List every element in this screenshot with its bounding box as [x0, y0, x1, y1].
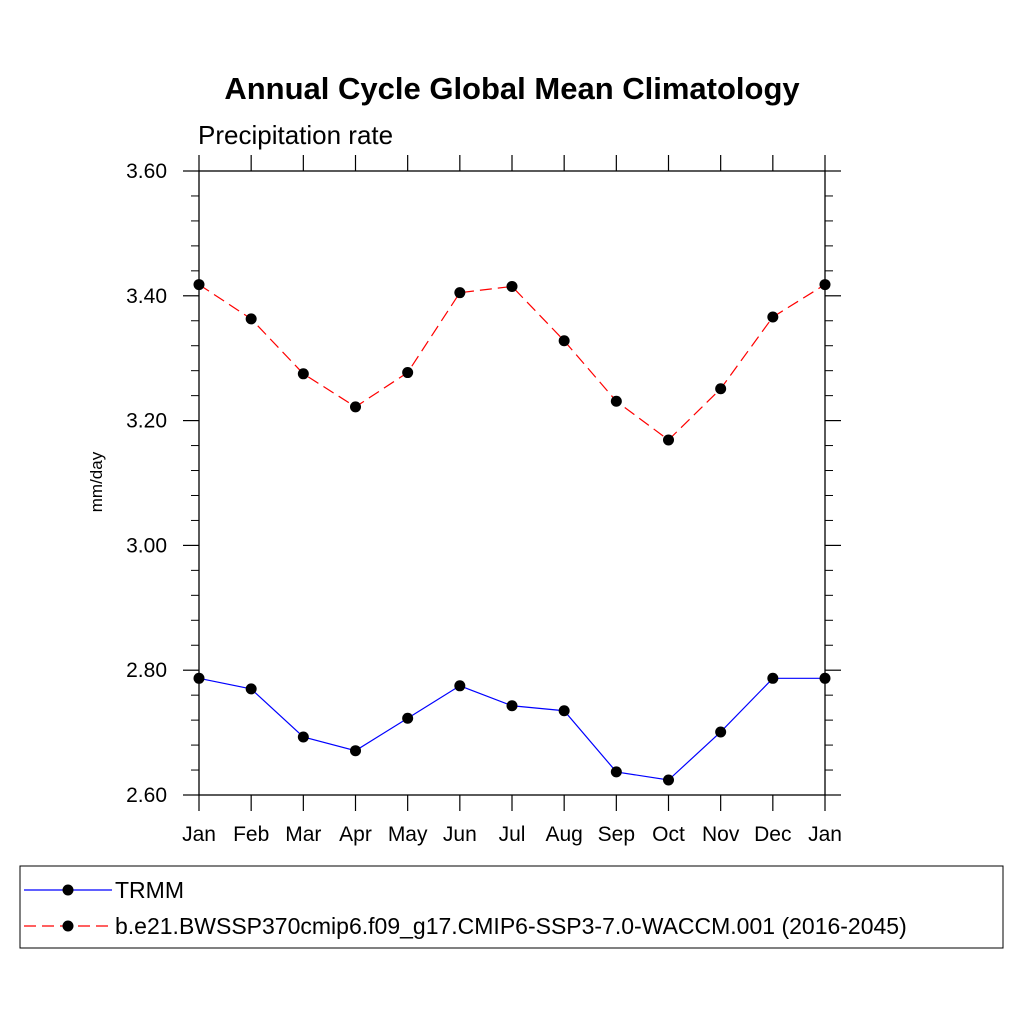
data-point [297, 368, 309, 380]
y-tick-label: 3.00 [126, 534, 167, 557]
x-tick-label: Jul [499, 823, 526, 846]
data-point [819, 279, 831, 291]
data-point [245, 313, 257, 325]
data-point [819, 672, 831, 684]
data-point [454, 680, 466, 692]
data-point [245, 683, 257, 695]
data-point [350, 401, 361, 413]
data-point [350, 745, 361, 757]
y-tick-label: 3.60 [126, 160, 167, 183]
data-point [193, 672, 205, 684]
x-tick-label: Dec [754, 823, 791, 846]
legend-label: TRMM [115, 877, 184, 903]
data-point [715, 383, 727, 395]
data-point [297, 731, 309, 743]
legend-marker [62, 920, 74, 932]
x-tick-label: May [388, 823, 428, 846]
y-axis-label: mm/day [87, 451, 106, 512]
y-tick-label: 2.80 [126, 659, 167, 682]
x-tick-label: Aug [545, 823, 582, 846]
x-tick-label: Jan [182, 823, 216, 846]
data-point [402, 712, 414, 724]
minor-ticks [191, 195, 833, 771]
data-point [506, 280, 518, 292]
x-tick-label: Nov [702, 823, 740, 846]
data-point [506, 700, 518, 712]
data-point [558, 705, 570, 717]
data-point [193, 279, 205, 291]
data-point [610, 766, 622, 778]
chart-subtitle: Precipitation rate [198, 120, 393, 150]
series-2 [193, 279, 831, 446]
legend-marker [62, 884, 74, 896]
data-point [558, 335, 570, 347]
data-point [610, 395, 622, 407]
y-tick-label: 3.40 [126, 285, 167, 308]
x-tick-label: Oct [652, 823, 685, 846]
legend: TRMM b.e21.BWSSP370cmip6.f09_g17.CMIP6-SS… [19, 865, 1004, 949]
x-axis-ticks: Jan Feb Mar Apr May Jun Jul Aug Sep Oct Nov Dec Jan [182, 155, 842, 846]
series-line [198, 284, 826, 441]
legend-box [19, 865, 1004, 949]
x-tick-label: Sep [598, 823, 635, 846]
x-tick-label: Jan [808, 823, 842, 846]
legend-label: b.e21.BWSSP370cmip6.f09_g17.CMIP6-SSP3-7… [115, 913, 907, 939]
data-point [767, 672, 779, 684]
x-tick-label: Feb [233, 823, 269, 846]
data-point [663, 774, 674, 786]
x-tick-label: Apr [339, 823, 372, 846]
series-layer [193, 279, 831, 786]
data-point [715, 726, 727, 738]
y-tick-label: 3.20 [126, 410, 167, 433]
x-tick-label: Mar [285, 823, 321, 846]
data-point [402, 367, 414, 379]
y-axis-ticks: 2.60 2.80 3.00 3.20 3.40 3.60 [126, 160, 841, 807]
data-point [767, 311, 779, 323]
chart-title: Annual Cycle Global Mean Climatology [224, 71, 800, 106]
series-line [198, 677, 825, 781]
x-tick-label: Jun [443, 823, 477, 846]
data-point [663, 434, 674, 446]
series-1 [193, 672, 831, 786]
data-point [454, 287, 466, 299]
y-tick-label: 2.60 [126, 784, 167, 807]
